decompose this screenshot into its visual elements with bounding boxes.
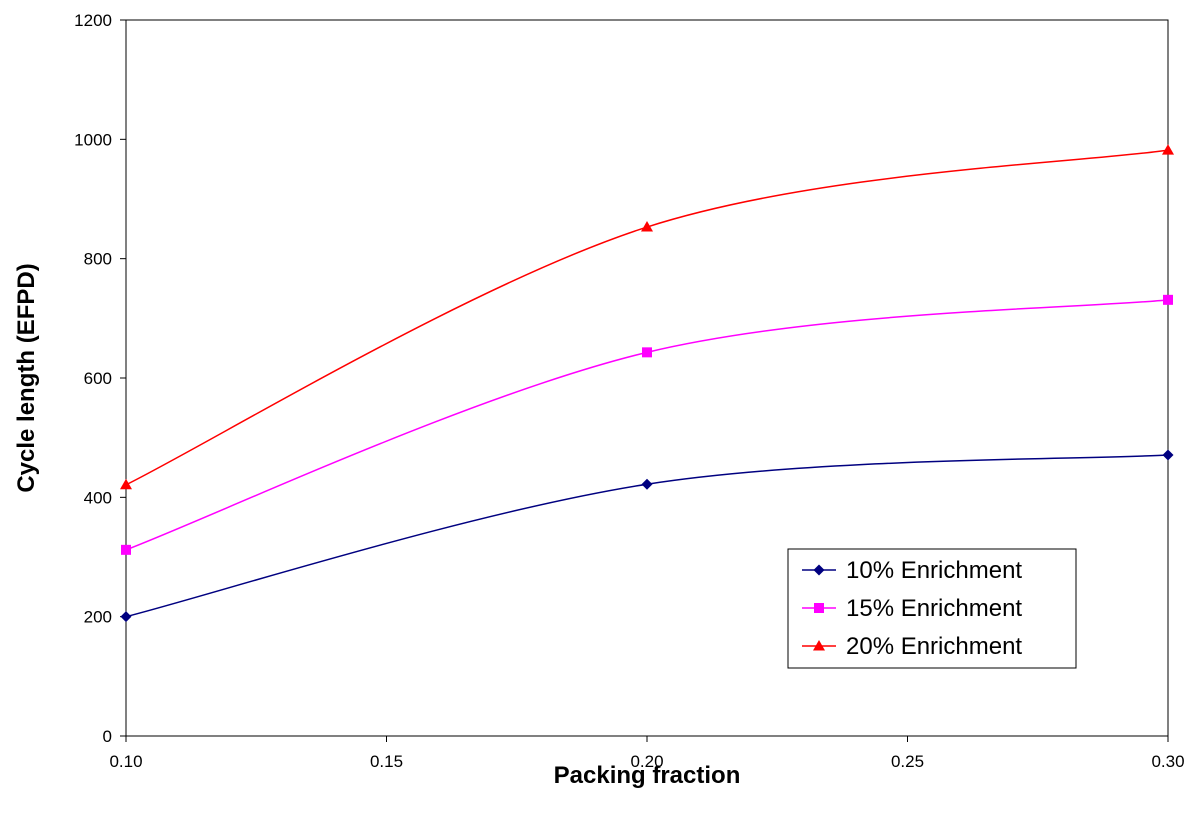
data-point [1162,449,1174,461]
y-tick-label: 1000 [74,130,112,149]
y-tick-label: 1200 [74,11,112,30]
y-tick-label: 400 [84,488,112,507]
y-tick-label: 600 [84,369,112,388]
y-tick-label: 0 [103,727,112,746]
x-tick-label: 0.20 [630,752,663,771]
data-point [1163,294,1173,305]
legend-marker [813,564,825,576]
legend-label: 10% Enrichment [846,557,1022,584]
data-point [642,347,652,358]
x-tick-label: 0.25 [891,752,924,771]
y-axis-title: Cycle length (EFPD) [13,263,40,492]
data-point [641,478,653,490]
x-tick-label: 0.15 [370,752,403,771]
data-point [1162,144,1174,155]
x-tick-label: 0.30 [1151,752,1184,771]
data-point [120,611,132,623]
y-tick-label: 800 [84,250,112,269]
data-point [120,478,132,490]
x-tick-label: 0.10 [109,752,142,771]
y-tick-label: 200 [84,608,112,627]
legend-label: 20% Enrichment [846,633,1022,660]
x-axis-title: Packing fraction [554,762,741,789]
data-point [121,544,131,555]
legend-marker [814,603,824,613]
data-point [641,221,653,232]
legend-marker [813,640,825,651]
legend-label: 15% Enrichment [846,595,1022,622]
